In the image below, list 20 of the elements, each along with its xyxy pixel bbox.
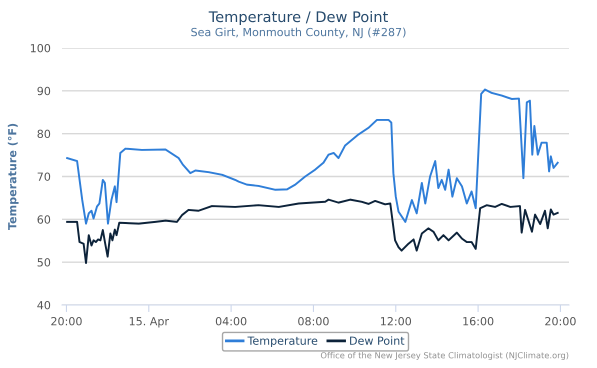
y-tick-label: 100 xyxy=(30,44,50,52)
y-axis-title: Temperature (°F) xyxy=(8,124,19,230)
x-tick-label: 12:00 xyxy=(380,317,412,326)
y-tick-label: 90 xyxy=(37,86,50,96)
x-tick-label: 15. Apr xyxy=(130,317,169,328)
x-tick-label: 04:00 xyxy=(216,317,246,326)
legend-label: Temperature xyxy=(247,336,318,348)
chart-title: Temperature / Dew Point xyxy=(208,10,388,26)
y-tick-label: 70 xyxy=(38,172,50,181)
chart-subtitle: Sea Girt, Monmouth County, NJ (#287) xyxy=(191,28,406,38)
x-tick-label: 08:00 xyxy=(298,317,329,326)
y-tick-label: 50 xyxy=(38,258,50,267)
x-tick-label: 20:00 xyxy=(51,317,82,326)
legend-label: Dew Point xyxy=(350,336,404,345)
x-tick-label: 16:00 xyxy=(463,317,494,326)
y-tick-label: 40 xyxy=(37,300,50,310)
text: Office of the New Jersey State Climatologist (NJClimate.org) xyxy=(320,352,568,360)
y-tick-label: 60 xyxy=(38,215,50,224)
x-tick-label: 20:00 xyxy=(545,317,576,326)
y-tick-label: 80 xyxy=(38,130,50,138)
